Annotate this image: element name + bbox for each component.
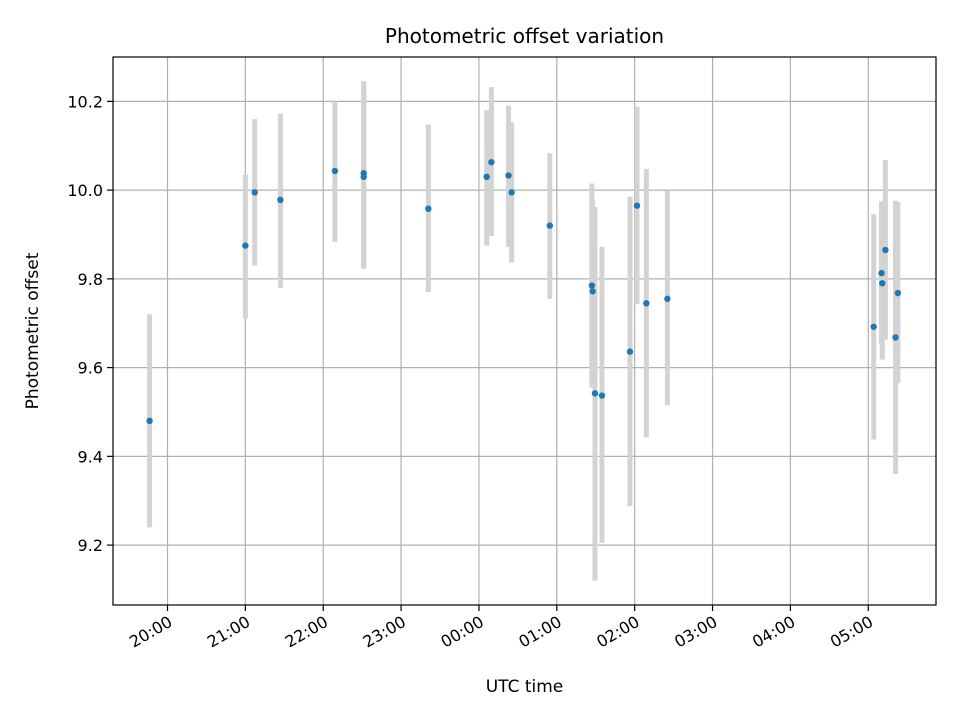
data-point xyxy=(146,417,153,425)
data-point xyxy=(894,289,902,297)
data-point xyxy=(664,295,671,303)
data-point xyxy=(360,173,367,181)
data-point xyxy=(242,242,249,249)
data-point xyxy=(892,334,899,341)
data-point xyxy=(546,222,554,229)
error-bars xyxy=(147,81,901,581)
y-axis: 9.2 9.4 9.6 9.8 10.0 10.2 xyxy=(67,92,113,555)
data-point xyxy=(251,189,258,196)
data-point xyxy=(505,172,512,179)
y-tick-label: 9.6 xyxy=(78,359,103,378)
y-axis-title: Photometric offset xyxy=(23,252,43,409)
x-tick-label: 22:00 xyxy=(282,612,331,652)
x-tick-label: 23:00 xyxy=(360,612,409,652)
data-point xyxy=(870,323,877,330)
data-point xyxy=(879,280,886,287)
grid xyxy=(113,57,936,605)
data-point xyxy=(878,269,885,277)
x-axis: 20:00 21:00 22:00 23:00 00:00 01:00 02:00 03:00… xyxy=(126,605,876,652)
data-point xyxy=(277,196,284,204)
data-point xyxy=(589,288,596,295)
data-point xyxy=(591,390,599,397)
data-point xyxy=(508,189,515,196)
y-tick-label: 9.2 xyxy=(78,536,103,555)
chart-title: Photometric offset variation xyxy=(385,24,664,48)
data-point xyxy=(598,392,606,399)
x-tick-label: 00:00 xyxy=(438,612,487,652)
x-tick-label: 20:00 xyxy=(126,612,175,652)
data-point xyxy=(882,246,889,254)
plot-frame xyxy=(112,56,937,606)
data-points xyxy=(146,158,902,425)
x-axis-title: UTC time xyxy=(486,677,564,697)
data-point xyxy=(488,158,495,166)
data-point xyxy=(331,167,339,175)
y-tick-label: 9.8 xyxy=(78,270,103,289)
data-point xyxy=(633,202,641,209)
y-tick-label: 9.4 xyxy=(78,447,103,466)
x-tick-label: 21:00 xyxy=(204,612,253,652)
y-tick-label: 10.0 xyxy=(67,181,103,200)
data-point xyxy=(425,205,432,212)
data-point xyxy=(643,300,650,307)
data-point xyxy=(626,348,634,355)
data-point xyxy=(483,173,490,181)
x-tick-label: 01:00 xyxy=(515,612,564,652)
x-tick-label: 02:00 xyxy=(593,612,642,652)
x-tick-label: 03:00 xyxy=(671,612,720,652)
x-tick-label: 05:00 xyxy=(827,612,876,652)
x-tick-label: 04:00 xyxy=(749,612,798,652)
y-tick-label: 10.2 xyxy=(67,92,103,111)
data-point xyxy=(588,282,596,289)
